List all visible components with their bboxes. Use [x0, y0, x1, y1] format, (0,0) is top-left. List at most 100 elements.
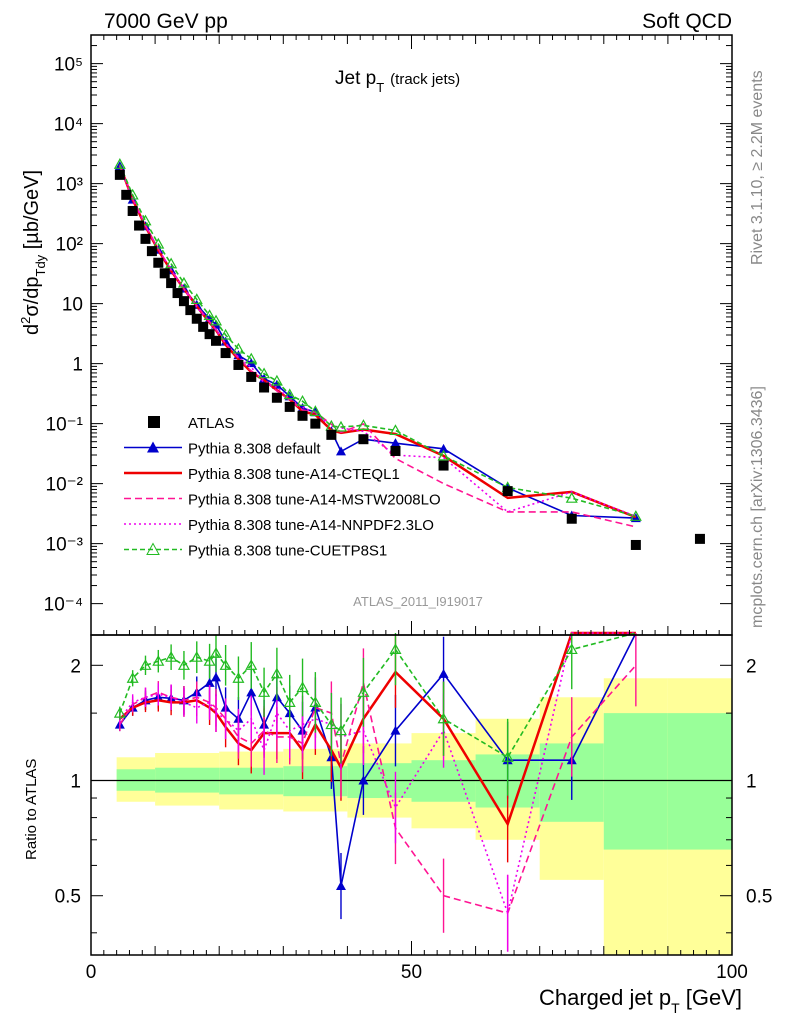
ratio-marker [283, 696, 296, 707]
atlas-point [220, 348, 231, 359]
ratio-marker [389, 643, 402, 655]
main-marker [165, 257, 178, 269]
main-marker [271, 379, 282, 389]
ratio-band-inner [283, 766, 348, 797]
atlas-points [114, 169, 705, 550]
main-marker [203, 309, 216, 321]
atlas-point [191, 313, 202, 324]
atlas-point [159, 268, 170, 279]
atlas-point [146, 246, 157, 257]
plot-title-sub: T [376, 80, 384, 95]
ratio-marker [126, 672, 139, 683]
ratio-marker [390, 725, 401, 735]
atlas-point [153, 257, 164, 268]
legend-entry: Pythia 8.308 tune-A14-MSTW2008LO [124, 492, 441, 509]
ratio-marker [565, 643, 578, 655]
main-marker [334, 420, 348, 432]
ratio-marker [438, 668, 449, 678]
main-marker [220, 336, 231, 346]
legend-swatch [148, 416, 160, 428]
main-marker [245, 352, 258, 364]
main-marker [335, 446, 346, 456]
plot-title-main: Jet p [335, 68, 376, 89]
main-marker [190, 293, 203, 305]
atlas-point [140, 233, 151, 244]
y-tick-label: 10⁻¹ [46, 415, 84, 436]
main-series [119, 164, 637, 518]
y-tick-label: 10⁴ [54, 115, 83, 136]
plot-title: Jet pT (track jets) [335, 68, 460, 95]
main-marker [357, 419, 370, 430]
ratio-marker [113, 706, 126, 718]
atlas-point [502, 486, 513, 497]
main-marker [258, 367, 271, 379]
atlas-point [114, 169, 125, 180]
ratio-marker [246, 687, 257, 697]
atlas-point [210, 335, 221, 346]
ratio-marker [437, 712, 450, 724]
analysis-id: ATLAS_2011_I919017 [353, 594, 483, 609]
ratio-marker [309, 696, 322, 707]
x-tick-label: 0 [86, 962, 97, 983]
y-axis-label-ratio: Ratio to ATLAS [23, 759, 40, 860]
x-tick-label: 100 [716, 962, 748, 983]
legend-label: ATLAS [188, 415, 234, 432]
atlas-point [694, 533, 705, 544]
atlas-point [178, 296, 189, 307]
ratio-marker [177, 659, 190, 670]
atlas-point [297, 410, 308, 421]
atlas-point [166, 278, 177, 289]
main-marker [390, 438, 401, 448]
ratio-marker [270, 667, 283, 679]
main-series-line [119, 164, 637, 518]
y-tick-label: 10⁻³ [46, 535, 84, 556]
atlas-point [127, 205, 138, 216]
ratio-marker [203, 654, 216, 666]
ratio-tick-label-right: 2 [746, 656, 757, 677]
y-axis-label-main: d2σ/dpTdy [µb/GeV] [18, 170, 48, 335]
ratio-marker [210, 672, 221, 682]
ratio-marker [325, 718, 338, 730]
main-series [118, 164, 637, 519]
legend: ATLAS Pythia 8.308 default Pythia 8.308 tu… [124, 415, 441, 560]
ratio-tick-label: 2 [70, 656, 81, 677]
ratio-tick-label-right: 0.5 [746, 887, 772, 908]
ratio-marker [219, 659, 232, 670]
side-text-top: Rivet 3.1.10, ≥ 2.2M events [749, 70, 766, 265]
atlas-point [390, 445, 401, 456]
atlas-point [134, 220, 145, 231]
main-marker [270, 374, 283, 386]
atlas-point [204, 329, 215, 340]
header-right: Soft QCD [642, 10, 732, 33]
ratio-marker [190, 650, 203, 662]
legend-entry: Pythia 8.308 tune-A14-CTEQL1 [124, 466, 400, 483]
legend-label: Pythia 8.308 tune-A14-MSTW2008LO [188, 492, 441, 509]
y-tick-label: 10⁻² [46, 475, 84, 496]
atlas-point [310, 418, 321, 429]
ratio-series-layer [113, 631, 637, 952]
atlas-point [438, 460, 449, 471]
main-marker [438, 443, 449, 453]
main-marker [152, 237, 165, 249]
ratio-tick-label: 1 [70, 772, 81, 793]
ratio-marker [245, 659, 258, 670]
legend-label: Pythia 8.308 tune-A14-CTEQL1 [188, 466, 400, 483]
ratio-marker [357, 686, 370, 697]
ratio-series [113, 632, 637, 796]
atlas-point [233, 359, 244, 370]
legend-label: Pythia 8.308 tune-CUETP8S1 [188, 543, 387, 560]
y-tick-label: 10 [62, 295, 83, 316]
legend-entry: Pythia 8.308 tune-CUETP8S1 [124, 542, 387, 560]
ratio-marker [139, 659, 152, 670]
atlas-point [198, 321, 209, 332]
ratio-band-layer [91, 678, 732, 955]
atlas-point [358, 434, 369, 445]
main-plot-layer [113, 158, 705, 550]
atlas-point [284, 401, 295, 412]
ratio-marker [335, 881, 346, 891]
ratio-band-inner [667, 713, 732, 850]
ratio-tick-label-right: 1 [746, 772, 757, 793]
ratio-marker [232, 672, 245, 683]
main-series-line [119, 163, 637, 518]
